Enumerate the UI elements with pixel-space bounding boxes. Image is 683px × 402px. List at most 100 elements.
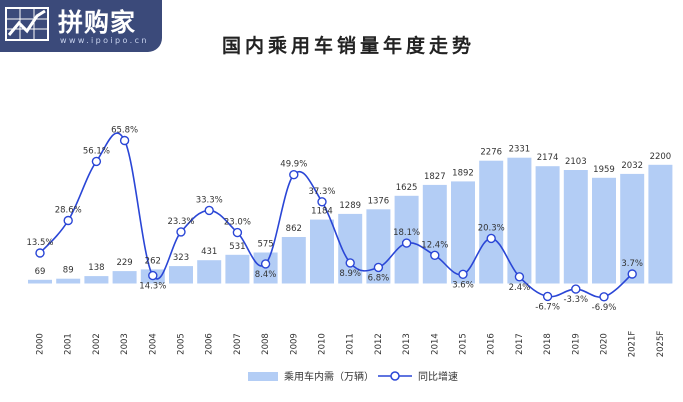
- growth-value-label: 18.1%: [393, 228, 420, 238]
- x-tick-label: 2001: [64, 333, 74, 355]
- bar-2005: [169, 266, 193, 284]
- growth-point-2009: [289, 169, 299, 180]
- bar-2002: [84, 276, 109, 284]
- growth-point-2013: [401, 238, 412, 248]
- growth-point-2010: [317, 197, 327, 207]
- bar-2019: [563, 170, 588, 284]
- growth-value-label: -6.9%: [592, 303, 617, 313]
- growth-value-label: 49.9%: [280, 160, 307, 170]
- growth-value-label: 14.3%: [139, 282, 166, 292]
- growth-value-label: -6.7%: [535, 302, 560, 312]
- x-tick-label: 2007: [233, 333, 243, 355]
- growth-point-2014: [430, 250, 440, 261]
- growth-value-label: 56.1%: [83, 146, 110, 156]
- x-labels-layer: 2000 2001 2002 2003 2004 2005 2006 2007 2008 2009…: [36, 331, 666, 358]
- x-tick-label: 2000: [36, 333, 46, 355]
- growth-point-2020: [599, 292, 609, 302]
- bar-2006: [197, 260, 222, 284]
- growth-point-2003: [119, 135, 130, 146]
- legend-line-swatch: [378, 371, 412, 381]
- x-tick-label: 2005: [177, 333, 187, 355]
- x-tick-label: 2010: [318, 333, 328, 355]
- x-tick-label: 2025F: [656, 331, 666, 358]
- growth-value-label: 28.6%: [55, 206, 82, 216]
- legend-bar-swatch: [248, 372, 278, 381]
- legend: 乘用车内需（万辆） 同比增速: [0, 366, 683, 386]
- bar-value-label: 1376: [368, 196, 390, 206]
- growth-point-2008: [260, 259, 271, 269]
- line-layer: [35, 132, 637, 302]
- growth-point-2011: [345, 258, 355, 268]
- bar-value-label: 1625: [396, 183, 418, 193]
- growth-value-label: 3.7%: [621, 259, 643, 269]
- growth-point-2016: [486, 233, 496, 244]
- growth-point-2001: [63, 215, 73, 226]
- growth-point-2004: [148, 270, 158, 281]
- bar-value-label: 1184: [311, 207, 333, 217]
- bar-value-label: 531: [229, 242, 245, 252]
- bar-value-label: 2103: [565, 157, 587, 167]
- chart-logo-icon: [5, 7, 49, 41]
- x-tick-label: 2003: [120, 333, 130, 355]
- growth-value-label: 23.0%: [224, 218, 251, 228]
- bar-2009: [281, 237, 306, 284]
- bar-value-label: 2276: [480, 148, 502, 158]
- bar-value-label: 69: [35, 267, 46, 277]
- x-tick-label: 2002: [92, 333, 102, 355]
- bar-value-label: 2200: [650, 152, 672, 162]
- bar-value-label: 575: [257, 240, 273, 250]
- x-tick-label: 2012: [374, 333, 384, 355]
- bar-value-label: 2032: [621, 161, 643, 171]
- x-tick-label: 2014: [430, 333, 440, 355]
- bar-value-label: 2331: [509, 145, 531, 155]
- bar-2025F: [648, 164, 673, 284]
- x-tick-label: 2011: [346, 333, 356, 355]
- growth-point-2019: [571, 284, 581, 294]
- bar-labels-layer: 69 89 138 229 262 323 431 531 575 862 1184 1289 1376…: [35, 145, 672, 277]
- growth-value-label: 20.3%: [478, 223, 505, 233]
- bar-value-label: 89: [63, 266, 74, 276]
- growth-value-label: 8.4%: [255, 270, 277, 280]
- bar-value-label: 229: [116, 258, 132, 268]
- bar-2000: [28, 279, 52, 284]
- growth-point-2002: [91, 156, 102, 167]
- growth-value-label: 8.9%: [339, 269, 361, 279]
- growth-point-2021F: [627, 269, 637, 279]
- x-tick-label: 2015: [459, 333, 469, 355]
- growth-point-2012: [373, 262, 384, 273]
- growth-point-2007: [232, 227, 243, 238]
- logo-domain: www.ipoipo.cn: [60, 36, 149, 45]
- growth-point-2000: [35, 248, 45, 258]
- x-tick-label: 2008: [261, 333, 271, 355]
- bar-value-label: 323: [173, 253, 189, 263]
- x-tick-label: 2019: [571, 333, 581, 355]
- bar-2015: [451, 181, 475, 284]
- growth-value-label: 23.3%: [167, 217, 194, 227]
- bar-2001: [56, 278, 81, 284]
- growth-value-label: 33.3%: [196, 195, 223, 205]
- growth-value-label: 6.8%: [368, 273, 390, 283]
- line-labels-layer: 13.5% 28.6% 56.1%65.8% 14.3% 23.3% 33.3% 23.0%…: [26, 126, 643, 313]
- bar-2021F: [620, 173, 645, 284]
- growth-value-label: 2.4%: [509, 283, 531, 293]
- x-tick-label: 2017: [515, 333, 525, 355]
- growth-value-label: 3.6%: [452, 280, 474, 290]
- bar-value-label: 262: [145, 256, 161, 266]
- bar-2003: [112, 271, 137, 284]
- bar-2016: [479, 160, 504, 284]
- growth-value-label: -3.3%: [563, 295, 588, 305]
- x-tick-label: 2016: [487, 333, 497, 355]
- bar-value-label: 431: [201, 247, 217, 257]
- bar-2020: [592, 177, 616, 284]
- x-tick-label: 2020: [600, 333, 610, 355]
- logo-text: 拼购家: [58, 8, 137, 37]
- legend-bar-label: 乘用车内需（万辆）: [284, 372, 374, 383]
- bar-value-label: 1892: [452, 168, 474, 178]
- x-tick-label: 2013: [402, 333, 412, 355]
- bar-value-label: 138: [88, 263, 104, 273]
- bar-2018: [535, 166, 560, 284]
- growth-value-label: 65.8%: [111, 126, 138, 136]
- growth-value-label: 13.5%: [26, 238, 53, 248]
- bar-2014: [422, 184, 447, 284]
